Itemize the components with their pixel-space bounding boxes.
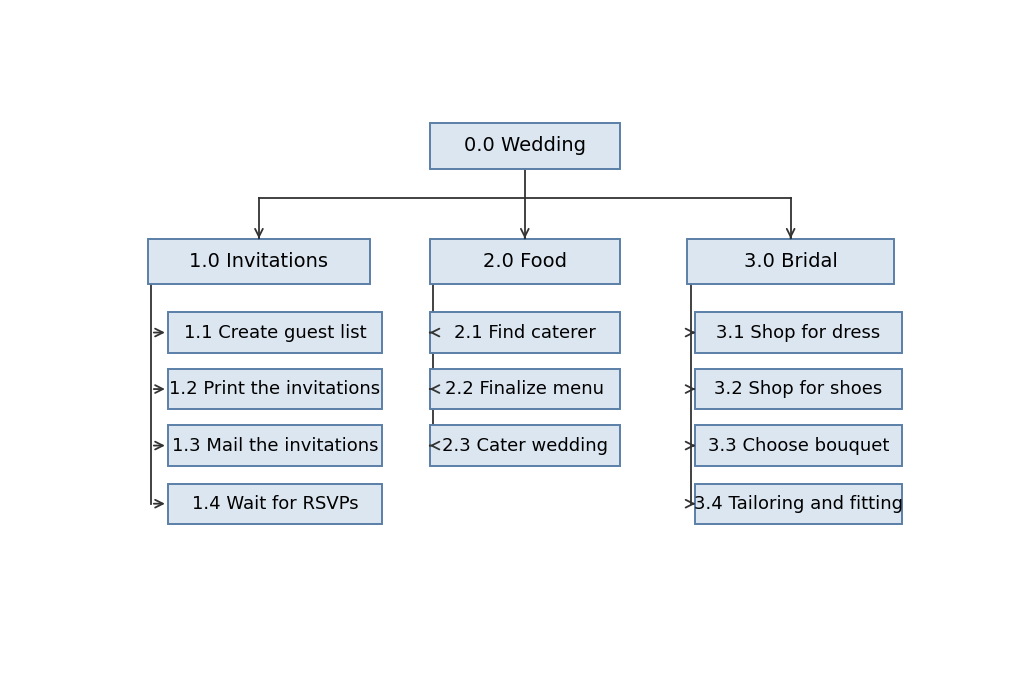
Text: 3.4 Tailoring and fitting: 3.4 Tailoring and fitting bbox=[694, 495, 903, 512]
Text: 3.0 Bridal: 3.0 Bridal bbox=[743, 252, 838, 271]
Bar bbox=[430, 312, 621, 353]
Text: 2.1 Find caterer: 2.1 Find caterer bbox=[454, 324, 596, 342]
Bar bbox=[695, 312, 902, 353]
Text: 1.1 Create guest list: 1.1 Create guest list bbox=[183, 324, 367, 342]
Text: 3.3 Choose bouquet: 3.3 Choose bouquet bbox=[708, 437, 889, 454]
Bar bbox=[430, 369, 621, 409]
Text: 1.0 Invitations: 1.0 Invitations bbox=[189, 252, 329, 271]
Bar bbox=[430, 238, 621, 284]
Bar bbox=[695, 484, 902, 524]
Bar bbox=[695, 369, 902, 409]
Text: 0.0 Wedding: 0.0 Wedding bbox=[464, 136, 586, 155]
Bar bbox=[430, 123, 621, 168]
Text: 2.0 Food: 2.0 Food bbox=[482, 252, 567, 271]
Text: 2.2 Finalize menu: 2.2 Finalize menu bbox=[445, 380, 604, 398]
Bar bbox=[687, 238, 894, 284]
Text: 3.2 Shop for shoes: 3.2 Shop for shoes bbox=[715, 380, 883, 398]
Bar bbox=[430, 426, 621, 466]
Bar bbox=[695, 426, 902, 466]
Text: 2.3 Cater wedding: 2.3 Cater wedding bbox=[441, 437, 608, 454]
Text: 1.3 Mail the invitations: 1.3 Mail the invitations bbox=[172, 437, 378, 454]
Bar bbox=[168, 312, 382, 353]
Text: 3.1 Shop for dress: 3.1 Shop for dress bbox=[717, 324, 881, 342]
Bar bbox=[168, 369, 382, 409]
Text: 1.4 Wait for RSVPs: 1.4 Wait for RSVPs bbox=[191, 495, 358, 512]
Bar bbox=[168, 484, 382, 524]
Bar bbox=[147, 238, 370, 284]
Text: 1.2 Print the invitations: 1.2 Print the invitations bbox=[169, 380, 380, 398]
Bar bbox=[168, 426, 382, 466]
